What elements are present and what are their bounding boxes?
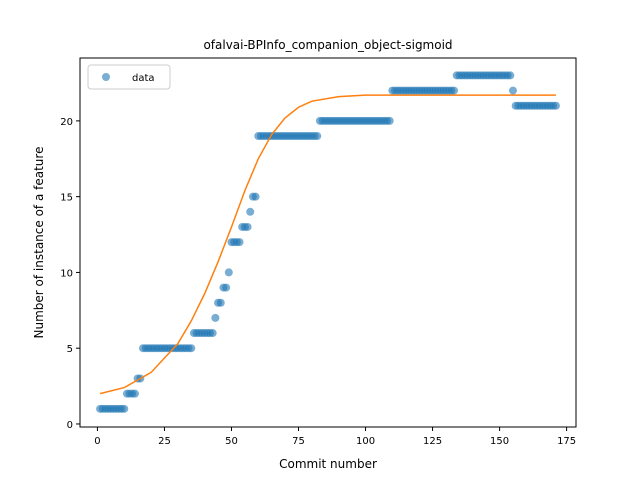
data-point [508, 86, 517, 95]
plot-area [79, 57, 577, 428]
x-tick-label: 150 [490, 436, 509, 447]
x-axis: 0 25 50 75 100 125 150 175 [94, 427, 576, 447]
plot-frame [79, 57, 577, 428]
data-point [506, 71, 515, 80]
y-tick-label: 10 [60, 268, 73, 279]
data-point [235, 238, 244, 247]
data-point [120, 404, 129, 413]
y-tick-label: 20 [60, 117, 73, 128]
y-tick-label: 15 [60, 193, 73, 204]
fit-curve-line [99, 94, 556, 395]
data-point [208, 329, 217, 338]
data-point [130, 389, 139, 398]
data-point [385, 116, 394, 125]
legend: data [87, 64, 171, 90]
chart-title: ofalvai-BPInfo_companion_object-sigmoid [203, 38, 452, 52]
data-point [313, 132, 322, 141]
data-point [243, 222, 252, 231]
data-point [251, 192, 260, 201]
x-tick-label: 75 [292, 436, 305, 447]
x-tick-label: 0 [94, 436, 100, 447]
data-point [551, 101, 560, 110]
data-point [211, 313, 220, 322]
x-tick-label: 25 [158, 436, 171, 447]
x-tick-label: 100 [356, 436, 375, 447]
x-tick-label: 125 [423, 436, 442, 447]
legend-marker [102, 73, 110, 81]
data-point [187, 344, 196, 353]
plot-background [80, 58, 576, 427]
x-tick-label: 175 [557, 436, 576, 447]
data-point [246, 207, 255, 216]
x-axis-label: Commit number [279, 457, 377, 471]
y-tick-label: 5 [67, 344, 73, 355]
y-tick-label: 0 [67, 420, 73, 431]
x-tick-label: 50 [225, 436, 238, 447]
legend-label: data [132, 73, 155, 84]
y-axis: 0 5 10 15 20 [60, 117, 80, 431]
legend-box [87, 64, 171, 90]
data-point [222, 283, 231, 292]
data-point [450, 86, 459, 95]
y-axis-label: Number of instance of a feature [32, 147, 46, 339]
data-point [216, 298, 225, 307]
data-point [224, 268, 233, 277]
